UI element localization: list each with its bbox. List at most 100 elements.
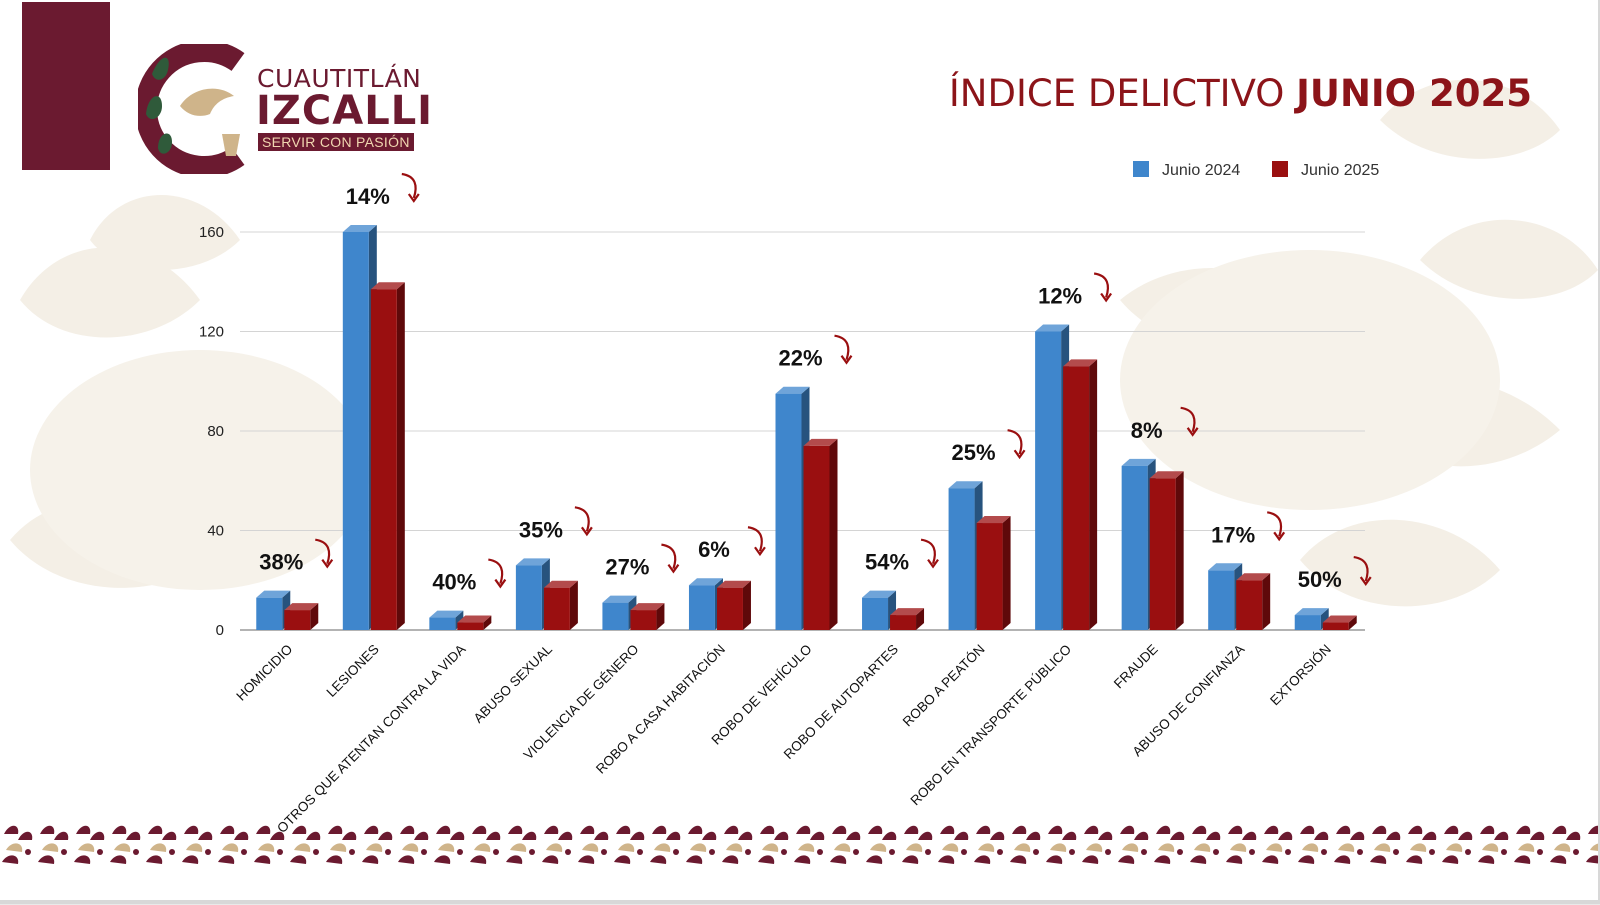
down-arrow-icon xyxy=(1180,406,1199,437)
legend: Junio 2024 Junio 2025 xyxy=(1133,161,1379,179)
change-percent-label: 38% xyxy=(259,550,303,575)
bar-junio-2025 xyxy=(1063,359,1098,630)
category-label: OTROS QUE ATENTAN CONTRA LA VIDA xyxy=(274,642,468,836)
corner-color-block xyxy=(22,2,110,170)
dove-watermark-decoration xyxy=(10,79,1598,607)
bar-junio-2025 xyxy=(1322,615,1357,630)
border-motif xyxy=(1406,825,1437,864)
border-motif xyxy=(1046,825,1077,864)
y-axis-ticks: 0 40 80 120 160 xyxy=(199,224,224,639)
legend-label-junio-2025: Junio 2025 xyxy=(1301,162,1379,179)
bar-junio-2025 xyxy=(803,438,838,630)
border-motif xyxy=(650,825,681,864)
title-bold: JUNIO 2025 xyxy=(1296,72,1532,115)
bar-junio-2025 xyxy=(457,615,492,630)
category-label: FRAUDE xyxy=(1111,642,1161,692)
border-motif xyxy=(1082,825,1113,864)
bar-junio-2025 xyxy=(1149,471,1184,630)
logo-pyramid-icon xyxy=(222,134,240,156)
change-percent-label: 50% xyxy=(1298,567,1342,592)
border-motif xyxy=(794,825,825,864)
border-motif xyxy=(578,825,609,864)
bar-junio-2025 xyxy=(630,603,665,630)
decorative-border-pattern xyxy=(2,825,1598,864)
border-motif xyxy=(1262,825,1293,864)
border-motif xyxy=(1442,825,1473,864)
change-percent-label: 8% xyxy=(1131,418,1163,443)
category-label: EXTORSIÓN xyxy=(1267,642,1334,709)
change-percent-label: 17% xyxy=(1211,522,1255,547)
bar-junio-2024 xyxy=(602,595,637,630)
border-motif xyxy=(938,825,969,864)
y-tick-label: 80 xyxy=(207,423,224,440)
change-percent-label: 40% xyxy=(432,570,476,595)
border-motif xyxy=(686,825,717,864)
category-label: ROBO A PEATÓN xyxy=(900,642,988,730)
border-motif xyxy=(146,825,177,864)
border-motif xyxy=(974,825,1005,864)
border-motif xyxy=(722,825,753,864)
border-motif xyxy=(218,825,249,864)
border-motif xyxy=(1154,825,1185,864)
change-percent-label: 27% xyxy=(605,555,649,580)
brand-name-line2: IZCALLI xyxy=(256,88,434,134)
watermark-leaf xyxy=(1420,219,1598,299)
border-motif xyxy=(1550,825,1581,864)
watermark-dove-body xyxy=(1120,250,1500,510)
border-motif xyxy=(542,825,573,864)
brand-slogan: SERVIR CON PASIÓN xyxy=(258,133,414,151)
bar-junio-2025 xyxy=(890,608,925,630)
change-percent-label: 12% xyxy=(1038,284,1082,309)
border-motif xyxy=(506,825,537,864)
logo-leaf-icon xyxy=(146,96,162,120)
down-arrow-icon xyxy=(574,506,593,537)
border-motif xyxy=(1298,825,1329,864)
category-label: ABUSO SEXUAL xyxy=(471,641,556,726)
bar-junio-2025 xyxy=(716,580,751,630)
logo-leaf-icon xyxy=(158,133,172,154)
border-motif xyxy=(1370,825,1401,864)
watermark-leaf xyxy=(1300,519,1500,607)
border-motif xyxy=(866,825,897,864)
border-motif xyxy=(38,825,69,864)
bar-junio-2025 xyxy=(976,516,1011,630)
down-arrow-icon xyxy=(315,538,334,569)
watermark-leaf xyxy=(90,195,240,270)
border-motif xyxy=(434,825,465,864)
logo-leaf-icon xyxy=(152,57,169,80)
border-motif xyxy=(1586,825,1598,864)
border-motif xyxy=(830,825,861,864)
legend-swatch-junio-2024 xyxy=(1133,161,1149,177)
border-motif xyxy=(398,825,429,864)
legend-swatch-junio-2025 xyxy=(1272,161,1288,177)
border-motif xyxy=(290,825,321,864)
brand-name-line1: CUAUTITLÁN xyxy=(257,64,422,93)
border-motif xyxy=(362,825,393,864)
change-percent-label: 54% xyxy=(865,550,909,575)
border-motif xyxy=(182,825,213,864)
y-tick-label: 40 xyxy=(207,523,224,540)
down-arrow-icon xyxy=(747,526,766,557)
bar-junio-2025 xyxy=(370,282,405,630)
category-label: ROBO DE VEHÍCULO xyxy=(709,642,815,748)
change-percent-label: 35% xyxy=(519,517,563,542)
watermark-leaf xyxy=(20,247,200,338)
border-motif xyxy=(902,825,933,864)
logo-dove-icon xyxy=(180,88,234,116)
change-percent-label: 6% xyxy=(698,537,730,562)
down-arrow-icon xyxy=(1093,272,1113,303)
page-title: ÍNDICE DELICTIVO JUNIO 2025 xyxy=(949,72,1532,115)
watermark-leaf xyxy=(1380,79,1560,159)
y-tick-label: 160 xyxy=(199,224,224,241)
down-arrow-icon xyxy=(1007,429,1026,460)
down-arrow-icon xyxy=(488,558,507,589)
decrease-arrows xyxy=(315,172,1372,589)
bars xyxy=(256,225,1357,630)
down-arrow-icon xyxy=(920,538,939,569)
border-motif xyxy=(110,825,141,864)
change-percent-label: 22% xyxy=(778,346,822,371)
down-arrow-icon xyxy=(1353,555,1372,586)
change-labels: 38% 14% 40% 35% 27% 6% 22% 54% 25% 12% 8% 17% 50% xyxy=(259,184,1342,595)
